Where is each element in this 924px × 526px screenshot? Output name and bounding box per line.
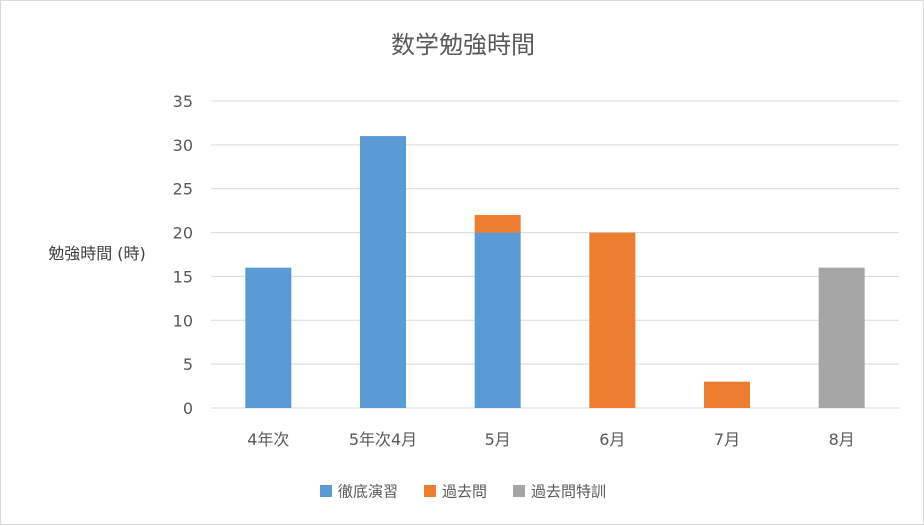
chart-title: 数学勉強時間: [391, 31, 535, 59]
x-axis-ticks: 4年次 5年次4月 5月 6月 7月 8月: [247, 430, 855, 449]
bar: [474, 215, 521, 233]
bar: [360, 136, 406, 409]
x-tick-label: 5年次4月: [349, 430, 417, 449]
y-tick-label: 25: [173, 180, 193, 199]
bar: [245, 267, 292, 408]
x-tick-label: 5月: [485, 430, 511, 449]
bar: [818, 267, 865, 408]
bars: [245, 136, 865, 409]
y-tick-label: 5: [183, 355, 193, 374]
x-tick-label: 7月: [714, 430, 740, 449]
legend-swatch: [513, 485, 525, 497]
legend-label: 過去問特訓: [531, 483, 606, 501]
bar: [589, 232, 636, 408]
y-tick-label: 0: [183, 399, 193, 418]
bar: [474, 232, 521, 408]
y-tick-label: 35: [173, 92, 193, 111]
y-tick-label: 15: [173, 267, 193, 286]
gridlines: [211, 100, 899, 409]
x-tick-label: 8月: [829, 430, 855, 449]
y-tick-label: 10: [173, 311, 193, 330]
legend-label: 徹底演習: [338, 483, 398, 501]
legend: 徹底演習 過去問 過去問特訓: [320, 483, 606, 501]
legend-swatch: [424, 485, 436, 497]
y-tick-label: 20: [173, 224, 193, 243]
legend-label: 過去問: [442, 483, 487, 501]
bar: [704, 381, 750, 408]
legend-swatch: [320, 485, 332, 497]
y-tick-label: 30: [173, 136, 193, 155]
y-axis-label: 勉強時間 (時): [48, 244, 146, 263]
x-tick-label: 4年次: [247, 430, 289, 449]
y-axis-ticks: 0 5 10 15 20 25 30 35: [173, 92, 193, 418]
x-tick-label: 6月: [599, 430, 625, 449]
